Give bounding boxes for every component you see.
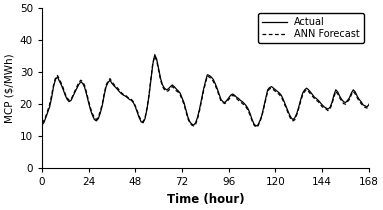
ANN Forecast <box>248 114 252 117</box>
ANN Forecast <box>82 84 87 87</box>
Actual <box>39 124 44 126</box>
ANN Forecast <box>254 126 258 129</box>
ANN Forecast <box>39 122 44 124</box>
ANN Forecast <box>336 93 340 95</box>
Actual <box>82 86 87 89</box>
ANN Forecast <box>145 107 149 109</box>
Actual <box>240 100 245 103</box>
Y-axis label: MCP ($/MWh): MCP ($/MWh) <box>4 53 14 123</box>
Actual <box>145 108 149 110</box>
ANN Forecast <box>152 55 157 58</box>
Actual <box>106 81 110 84</box>
Actual <box>254 125 258 127</box>
ANN Forecast <box>106 80 110 82</box>
Legend: Actual, ANN Forecast: Actual, ANN Forecast <box>259 13 364 43</box>
ANN Forecast <box>240 102 245 105</box>
Actual <box>248 113 252 115</box>
Line: ANN Forecast: ANN Forecast <box>42 56 383 127</box>
Actual <box>336 91 340 93</box>
X-axis label: Time (hour): Time (hour) <box>167 193 244 206</box>
Line: Actual: Actual <box>42 55 383 126</box>
Actual <box>152 53 157 56</box>
